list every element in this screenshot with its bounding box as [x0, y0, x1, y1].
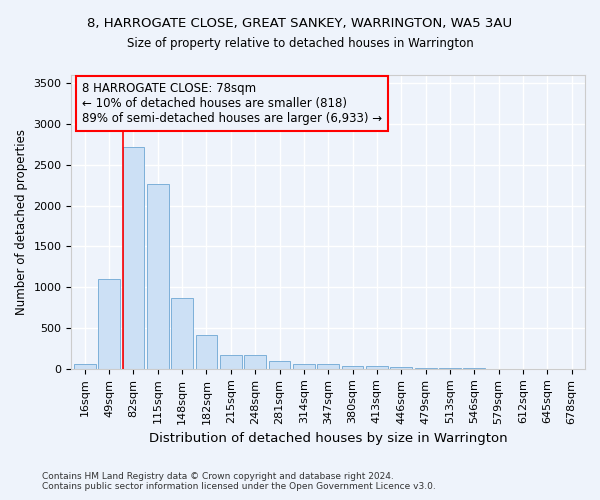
Text: Size of property relative to detached houses in Warrington: Size of property relative to detached ho…: [127, 38, 473, 51]
Bar: [341, 366, 364, 369]
Bar: [171, 298, 193, 369]
X-axis label: Distribution of detached houses by size in Warrington: Distribution of detached houses by size …: [149, 432, 508, 445]
Bar: [269, 361, 290, 369]
Text: Contains HM Land Registry data © Crown copyright and database right 2024.: Contains HM Land Registry data © Crown c…: [42, 472, 394, 481]
Text: 8, HARROGATE CLOSE, GREAT SANKEY, WARRINGTON, WA5 3AU: 8, HARROGATE CLOSE, GREAT SANKEY, WARRIN…: [88, 18, 512, 30]
Text: Contains public sector information licensed under the Open Government Licence v3: Contains public sector information licen…: [42, 482, 436, 491]
Bar: [390, 367, 412, 369]
Text: 8 HARROGATE CLOSE: 78sqm
← 10% of detached houses are smaller (818)
89% of semi-: 8 HARROGATE CLOSE: 78sqm ← 10% of detach…: [82, 82, 382, 126]
Bar: [98, 280, 120, 369]
Y-axis label: Number of detached properties: Number of detached properties: [15, 129, 28, 315]
Bar: [293, 364, 315, 369]
Bar: [196, 335, 217, 369]
Bar: [122, 147, 145, 369]
Bar: [317, 364, 339, 369]
Bar: [220, 354, 242, 369]
Bar: [74, 364, 96, 369]
Bar: [244, 355, 266, 369]
Bar: [147, 184, 169, 369]
Bar: [366, 366, 388, 369]
